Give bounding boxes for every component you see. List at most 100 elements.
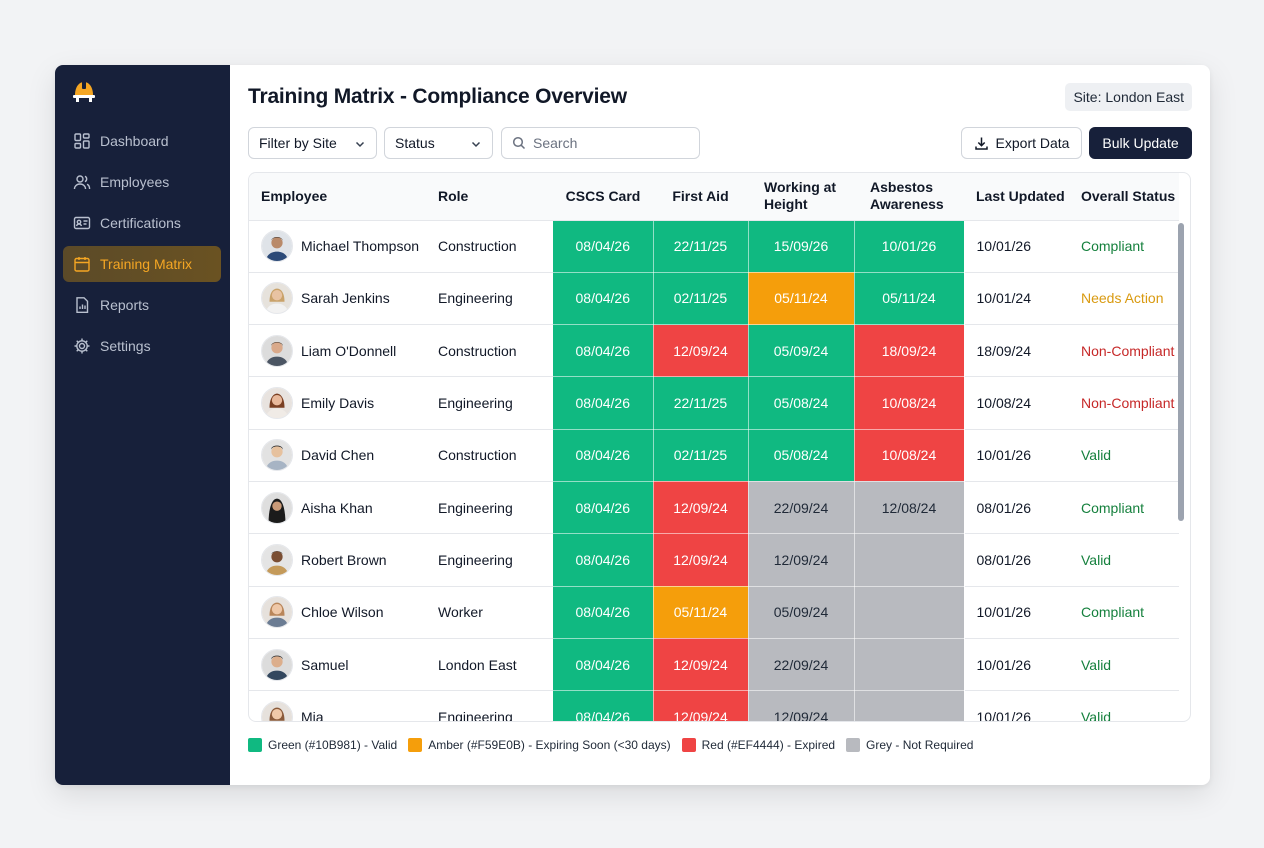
working-at-height-cell[interactable]: 22/09/24 (748, 481, 855, 535)
sidebar-item-employees[interactable]: Employees (63, 164, 221, 200)
working-at-height-cell[interactable]: 12/09/24 (748, 533, 855, 587)
asbestos-awareness-cell[interactable]: 05/11/24 (854, 272, 965, 326)
working-at-height-cell[interactable]: 05/09/24 (748, 586, 855, 639)
avatar (261, 282, 293, 315)
asbestos-awareness-cell[interactable] (854, 690, 965, 721)
filter-site-select[interactable]: Filter by Site (248, 127, 377, 159)
asbestos-awareness-cell[interactable]: 18/09/24 (854, 324, 965, 378)
employee-role: Worker (426, 586, 553, 639)
last-updated: 08/01/26 (964, 481, 1069, 535)
chevron-down-icon (471, 141, 481, 148)
table-row[interactable]: Sarah Jenkins Engineering 08/04/26 02/11… (249, 272, 1179, 326)
working-at-height-cell[interactable]: 22/09/24 (748, 638, 855, 692)
asbestos-awareness-cell[interactable] (854, 638, 965, 692)
last-updated: 10/01/24 (964, 272, 1069, 326)
avatar (261, 334, 293, 367)
report-icon (76, 297, 89, 313)
column-header-cscs-card[interactable]: CSCS Card (553, 173, 653, 221)
first-aid-cell[interactable]: 05/11/24 (653, 586, 749, 639)
avatar (261, 491, 293, 524)
table-row[interactable]: Emily Davis Engineering 08/04/26 22/11/2… (249, 376, 1179, 430)
search-box[interactable] (501, 127, 700, 159)
working-at-height-cell[interactable]: 12/09/24 (748, 690, 855, 721)
legend-item-red: Red (#EF4444) - Expired (681, 738, 836, 752)
employee-name: Mia (301, 708, 324, 722)
first-aid-cell[interactable]: 12/09/24 (653, 533, 749, 587)
column-header-working-at-height[interactable]: Working at Height (748, 173, 854, 221)
first-aid-cell[interactable]: 12/09/24 (653, 690, 749, 721)
first-aid-cell[interactable]: 12/09/24 (653, 481, 749, 535)
cscs-card-cell[interactable]: 08/04/26 (553, 272, 654, 326)
first-aid-cell[interactable]: 22/11/25 (653, 376, 749, 430)
first-aid-cell[interactable]: 02/11/25 (653, 429, 749, 482)
cscs-card-cell[interactable]: 08/04/26 (553, 586, 654, 639)
asbestos-awareness-cell[interactable]: 10/01/26 (854, 220, 965, 273)
cscs-card-cell[interactable]: 08/04/26 (553, 533, 654, 587)
employee-name: Chloe Wilson (301, 604, 384, 621)
asbestos-awareness-cell[interactable]: 10/08/24 (854, 376, 965, 430)
working-at-height-cell[interactable]: 15/09/26 (748, 220, 855, 273)
asbestos-awareness-cell[interactable]: 10/08/24 (854, 429, 965, 482)
overall-status: Non-Compliant (1069, 376, 1179, 430)
employee-role: Engineering (426, 272, 553, 326)
employee-name: Michael Thompson (301, 238, 420, 255)
cscs-card-cell[interactable]: 08/04/26 (553, 690, 654, 721)
toolbar: Filter by Site Status Export Data Bulk U… (248, 127, 1192, 159)
asbestos-awareness-cell[interactable]: 12/08/24 (854, 481, 965, 535)
first-aid-cell[interactable]: 12/09/24 (653, 638, 749, 692)
bulk-update-button[interactable]: Bulk Update (1089, 127, 1192, 159)
table-row[interactable]: Aisha Khan Engineering 08/04/26 12/09/24… (249, 481, 1179, 535)
working-at-height-cell[interactable]: 05/08/24 (748, 429, 855, 482)
site-badge: Site: London East (1065, 83, 1192, 111)
last-updated: 18/09/24 (964, 324, 1069, 378)
cscs-card-cell[interactable]: 08/04/26 (553, 429, 654, 482)
column-header-last-updated[interactable]: Last Updated (964, 173, 1069, 221)
training-matrix-table: Employee Role CSCS Card First Aid Workin… (248, 172, 1191, 722)
column-header-role[interactable]: Role (426, 173, 553, 221)
cscs-card-cell[interactable]: 08/04/26 (553, 638, 654, 692)
employee-name: Sarah Jenkins (301, 290, 390, 307)
sidebar-item-reports[interactable]: Reports (63, 287, 221, 323)
sidebar-item-label: Employees (100, 174, 170, 190)
first-aid-cell[interactable]: 22/11/25 (653, 220, 749, 273)
table-row[interactable]: Liam O'Donnell Construction 08/04/26 12/… (249, 324, 1179, 378)
column-header-first-aid[interactable]: First Aid (653, 173, 748, 221)
table-row[interactable]: Michael Thompson Construction 08/04/26 2… (249, 220, 1179, 273)
app-window: Dashboard Employees Certifications Train… (55, 65, 1210, 785)
filter-site-label: Filter by Site (259, 135, 337, 151)
working-at-height-cell[interactable]: 05/11/24 (748, 272, 855, 326)
asbestos-awareness-cell[interactable] (854, 586, 965, 639)
export-data-button[interactable]: Export Data (961, 127, 1082, 159)
table-scrollbar[interactable] (1178, 223, 1184, 521)
last-updated: 10/01/26 (964, 638, 1069, 692)
employee-role: Construction (426, 429, 553, 482)
working-at-height-cell[interactable]: 05/09/24 (748, 324, 855, 378)
cscs-card-cell[interactable]: 08/04/26 (553, 376, 654, 430)
download-icon (974, 137, 988, 150)
first-aid-cell[interactable]: 02/11/25 (653, 272, 749, 326)
cscs-card-cell[interactable]: 08/04/26 (553, 324, 654, 378)
table-row[interactable]: Mia Engineering 08/04/26 12/09/24 12/09/… (249, 690, 1179, 722)
first-aid-cell[interactable]: 12/09/24 (653, 324, 749, 378)
legend-label: Red (#EF4444) - Expired (701, 738, 836, 752)
column-header-asbestos-awareness[interactable]: Asbestos Awareness (854, 173, 964, 221)
dashboard-icon (74, 133, 90, 149)
sidebar-item-dashboard[interactable]: Dashboard (63, 123, 221, 159)
sidebar-item-settings[interactable]: Settings (63, 328, 221, 364)
cscs-card-cell[interactable]: 08/04/26 (553, 481, 654, 535)
table-row[interactable]: Robert Brown Engineering 08/04/26 12/09/… (249, 533, 1179, 587)
asbestos-awareness-cell[interactable] (854, 533, 965, 587)
sidebar-item-certifications[interactable]: Certifications (63, 205, 221, 241)
column-header-overall-status[interactable]: Overall Status (1069, 173, 1179, 221)
cscs-card-cell[interactable]: 08/04/26 (553, 220, 654, 273)
sidebar-item-training-matrix[interactable]: Training Matrix (63, 246, 221, 282)
table-row[interactable]: David Chen Construction 08/04/26 02/11/2… (249, 429, 1179, 482)
table-row[interactable]: Chloe Wilson Worker 08/04/26 05/11/24 05… (249, 586, 1179, 639)
table-row[interactable]: Samuel London East 08/04/26 12/09/24 22/… (249, 638, 1179, 692)
column-header-employee[interactable]: Employee (249, 173, 426, 221)
working-at-height-cell[interactable]: 05/08/24 (748, 376, 855, 430)
search-input[interactable] (533, 135, 693, 151)
status-select[interactable]: Status (384, 127, 493, 159)
overall-status: Non-Compliant (1069, 324, 1179, 378)
overall-status: Needs Action (1069, 272, 1179, 326)
